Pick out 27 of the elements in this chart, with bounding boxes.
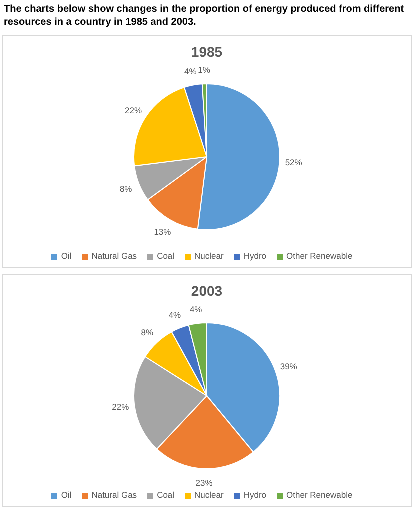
legend-label: Nuclear bbox=[194, 490, 224, 500]
data-label: 23% bbox=[196, 478, 214, 488]
data-label: 8% bbox=[120, 184, 133, 194]
data-label: 4% bbox=[184, 66, 198, 77]
data-label: 39% bbox=[280, 362, 298, 372]
data-label: 13% bbox=[154, 226, 172, 237]
legend-label: Hydro bbox=[244, 490, 267, 500]
legend-label: Coal bbox=[157, 490, 175, 500]
legend-label: Coal bbox=[157, 251, 175, 261]
data-label: 1% bbox=[198, 65, 211, 76]
data-label: 22% bbox=[125, 105, 142, 116]
text: The charts below show changes in the proportion of energy produced from different resources in a country in 1985 and 2003. bbox=[3, 3, 406, 30]
chart-title: 2003 bbox=[190, 282, 224, 301]
legend-label: Other Renewable bbox=[286, 251, 353, 261]
data-label: 52% bbox=[285, 157, 303, 168]
legend-label: Natural Gas bbox=[92, 490, 138, 500]
data-label: 8% bbox=[141, 328, 154, 338]
legend-label: Natural Gas bbox=[92, 251, 138, 261]
legend-label: Other Renewable bbox=[286, 490, 353, 500]
data-label: 4% bbox=[168, 310, 182, 320]
data-label: 22% bbox=[112, 402, 130, 412]
legend-label: Oil bbox=[61, 251, 72, 261]
data-label: 4% bbox=[190, 304, 203, 315]
legend-label: Nuclear bbox=[194, 251, 224, 261]
chart-title: 1985 bbox=[190, 43, 224, 62]
legend-label: Oil bbox=[61, 490, 72, 500]
legend-label: Hydro bbox=[244, 251, 267, 261]
